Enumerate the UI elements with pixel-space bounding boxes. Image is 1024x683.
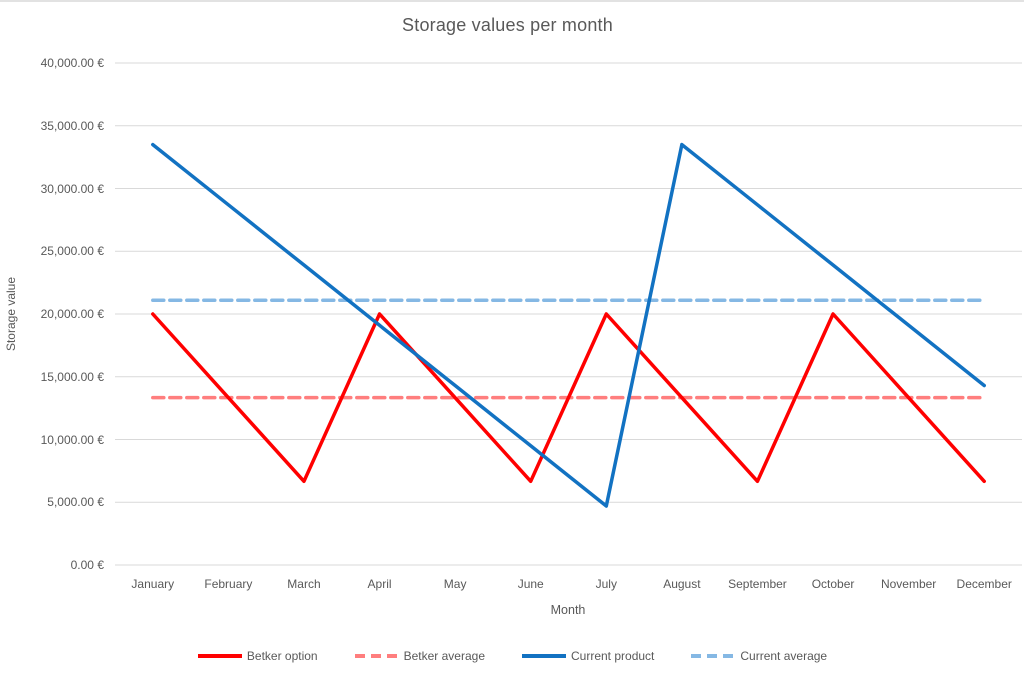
legend-swatch-solid-line-icon bbox=[522, 654, 566, 658]
legend-item-current-average: Current average bbox=[690, 649, 827, 663]
series-line-current-product bbox=[151, 142, 986, 508]
legend-label: Current average bbox=[740, 649, 828, 663]
x-axis-tick-label: August bbox=[663, 577, 701, 591]
x-axis-tick-label: February bbox=[204, 577, 253, 591]
legend-label: Betker option bbox=[246, 649, 318, 663]
legend-swatch-dashed-line-icon bbox=[691, 654, 736, 658]
y-axis-tick-label: 0.00 € bbox=[70, 558, 104, 572]
y-axis-tick-label: 25,000.00 € bbox=[40, 244, 104, 259]
legend-item-betker-option: Betker option bbox=[197, 649, 318, 663]
chart-title: Storage values per month bbox=[402, 15, 613, 35]
legend: Betker option Betker average Current produ… bbox=[0, 645, 1024, 667]
y-axis-tick-label: 20,000.00 € bbox=[40, 307, 104, 321]
x-axis-tick-label: June bbox=[517, 577, 544, 591]
y-axis-tick-label: 10,000.00 € bbox=[40, 432, 104, 447]
x-axis-tick-label: April bbox=[367, 577, 392, 591]
x-axis-tick-label: March bbox=[287, 577, 321, 591]
y-axis-title: Storage value bbox=[4, 276, 18, 352]
x-axis-tick-label: October bbox=[811, 577, 855, 591]
x-axis-tick-label: November bbox=[880, 577, 937, 591]
legend-swatch-dashed-line-icon bbox=[354, 654, 399, 658]
legend-swatch-solid-line-icon bbox=[197, 654, 242, 658]
y-axis-tick-label: 40,000.00 € bbox=[40, 56, 104, 70]
y-axis-tick-label: 30,000.00 € bbox=[40, 181, 104, 196]
x-axis-tick-label: December bbox=[956, 577, 1012, 591]
legend-item-current-product: Current product bbox=[521, 649, 654, 663]
x-axis-tick-label: September bbox=[728, 577, 787, 591]
legend-label: Current product bbox=[571, 649, 655, 663]
legend-label: Betker average bbox=[403, 649, 485, 663]
y-axis-tick-label: 15,000.00 € bbox=[40, 369, 104, 384]
y-axis-tick-label: 35,000.00 € bbox=[40, 118, 104, 133]
x-axis-tick-label: January bbox=[131, 577, 175, 591]
series-line-betker-option bbox=[151, 312, 986, 484]
x-axis-title: Month bbox=[550, 603, 586, 617]
x-axis-tick-label: May bbox=[443, 577, 467, 591]
y-axis-tick-label: 5,000.00 € bbox=[47, 495, 104, 510]
top-border bbox=[0, 0, 1024, 2]
x-axis-tick-label: July bbox=[595, 577, 617, 591]
legend-item-betker-average: Betker average bbox=[354, 649, 485, 663]
